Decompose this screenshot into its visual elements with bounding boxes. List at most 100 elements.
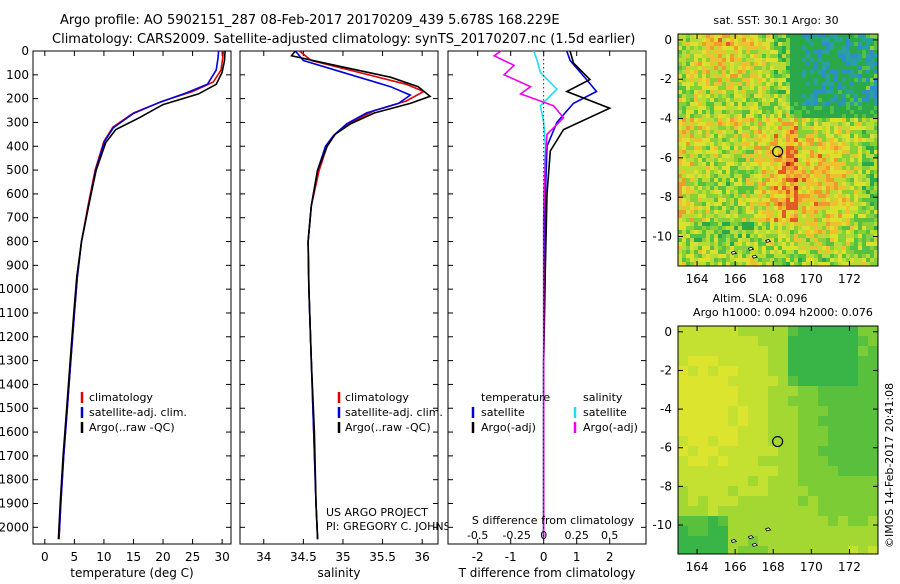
- sst-heatmap-cell: [742, 170, 747, 175]
- sst-heatmap-cell: [718, 214, 723, 219]
- sst-ytick-label: -4: [660, 112, 672, 126]
- sst-heatmap-cell: [814, 66, 819, 71]
- sst-heatmap-cell: [790, 118, 795, 123]
- sst-heatmap-cell: [766, 158, 771, 163]
- sst-heatmap-cell: [762, 250, 767, 255]
- sla-heatmap-cell: [758, 526, 769, 537]
- sst-heatmap-cell: [762, 150, 767, 155]
- sst-heatmap-cell: [702, 138, 707, 143]
- sst-heatmap-cell: [746, 210, 751, 215]
- sst-heatmap-cell: [774, 226, 779, 231]
- sst-heatmap-cell: [750, 38, 755, 43]
- sst-heatmap-cell: [778, 194, 783, 199]
- sst-heatmap-cell: [742, 78, 747, 83]
- sla-heatmap-cell: [708, 406, 719, 417]
- sst-heatmap-cell: [854, 206, 859, 211]
- sst-heatmap-cell: [830, 118, 835, 123]
- sst-heatmap-cell: [874, 90, 878, 95]
- sst-heatmap-cell: [786, 66, 791, 71]
- sla-heatmap-cell: [868, 376, 878, 387]
- sst-heatmap-cell: [874, 218, 878, 223]
- sst-heatmap-cell: [786, 110, 791, 115]
- sst-heatmap-cell: [742, 62, 747, 67]
- sst-heatmap-cell: [738, 122, 743, 127]
- sst-heatmap-cell: [730, 90, 735, 95]
- sla-heatmap-cell: [708, 456, 719, 467]
- sst-heatmap-cell: [758, 218, 763, 223]
- sla-heatmap-cell: [778, 466, 789, 477]
- sst-heatmap-cell: [786, 154, 791, 159]
- sst-heatmap-cell: [858, 110, 863, 115]
- sst-heatmap-cell: [810, 166, 815, 171]
- sst-heatmap-cell: [866, 186, 871, 191]
- sst-heatmap-cell: [750, 82, 755, 87]
- sst-heatmap-cell: [810, 142, 815, 147]
- sst-heatmap-cell: [682, 46, 687, 51]
- sst-heatmap-cell: [774, 170, 779, 175]
- sla-heatmap-cell: [868, 416, 878, 427]
- sst-heatmap-cell: [678, 34, 683, 39]
- sst-heatmap-cell: [690, 254, 695, 259]
- sst-heatmap-cell: [750, 134, 755, 139]
- sst-heatmap-cell: [822, 182, 827, 187]
- sst-heatmap-cell: [746, 42, 751, 47]
- sst-heatmap-cell: [754, 158, 759, 163]
- sla-heatmap-cell: [778, 416, 789, 427]
- sla-heatmap-cell: [768, 516, 779, 527]
- sst-heatmap-cell: [702, 178, 707, 183]
- sst-heatmap-cell: [818, 166, 823, 171]
- depth-tick-label: 1800: [0, 473, 29, 487]
- salinity-profile-panel: 34 34.5 35 35.5 36salinityclimatologysatelli…: [239, 50, 467, 580]
- sst-heatmap-cell: [850, 206, 855, 211]
- sla-heatmap-cell: [728, 396, 739, 407]
- sla-heatmap-cell: [718, 516, 729, 527]
- sst-heatmap-cell: [698, 50, 703, 55]
- sst-heatmap-cell: [802, 74, 807, 79]
- sst-heatmap-cell: [802, 70, 807, 75]
- sst-heatmap-cell: [714, 218, 719, 223]
- sst-heatmap-cell: [722, 94, 727, 99]
- sst-heatmap-cell: [770, 190, 775, 195]
- sst-heatmap-cell: [846, 190, 851, 195]
- sst-heatmap-cell: [766, 134, 771, 139]
- sst-heatmap-cell: [774, 178, 779, 183]
- sla-heatmap-cell: [788, 536, 799, 547]
- sst-heatmap-cell: [742, 202, 747, 207]
- sst-heatmap-cell: [738, 90, 743, 95]
- sst-heatmap-cell: [718, 66, 723, 71]
- sla-heatmap-cell: [858, 456, 869, 467]
- sst-heatmap-cell: [750, 258, 755, 263]
- sst-heatmap-cell: [770, 242, 775, 247]
- sst-heatmap-cell: [714, 90, 719, 95]
- sst-heatmap-cell: [702, 158, 707, 163]
- sst-heatmap-cell: [770, 186, 775, 191]
- sst-heatmap-cell: [682, 114, 687, 119]
- sst-heatmap-cell: [702, 90, 707, 95]
- sst-heatmap-cell: [762, 94, 767, 99]
- sst-heatmap-cell: [806, 234, 811, 239]
- sst-heatmap-cell: [838, 102, 843, 107]
- sst-heatmap-cell: [682, 186, 687, 191]
- sst-heatmap-cell: [810, 106, 815, 111]
- sst-heatmap-cell: [746, 226, 751, 231]
- sla-heatmap-cell: [718, 346, 729, 357]
- sst-heatmap-cell: [766, 114, 771, 119]
- sst-heatmap-cell: [690, 34, 695, 39]
- sst-heatmap-cell: [730, 226, 735, 231]
- sst-heatmap-cell: [826, 66, 831, 71]
- header-line-1: Argo profile: AO 5902151_287 08-Feb-2017…: [60, 13, 560, 28]
- sst-heatmap-cell: [750, 250, 755, 255]
- sst-heatmap-cell: [838, 70, 843, 75]
- sst-heatmap-cell: [706, 166, 711, 171]
- diff-xtick-label: 0: [540, 550, 548, 564]
- sst-heatmap-cell: [782, 118, 787, 123]
- sst-heatmap-cell: [706, 262, 711, 266]
- sla-heatmap-cell: [678, 416, 689, 427]
- sst-heatmap-cell: [722, 246, 727, 251]
- sst-heatmap-cell: [786, 78, 791, 83]
- sst-heatmap-cell: [742, 254, 747, 259]
- sst-heatmap-cell: [750, 58, 755, 63]
- sst-heatmap-cell: [838, 130, 843, 135]
- sst-heatmap-cell: [770, 258, 775, 263]
- sst-heatmap-cell: [862, 246, 867, 251]
